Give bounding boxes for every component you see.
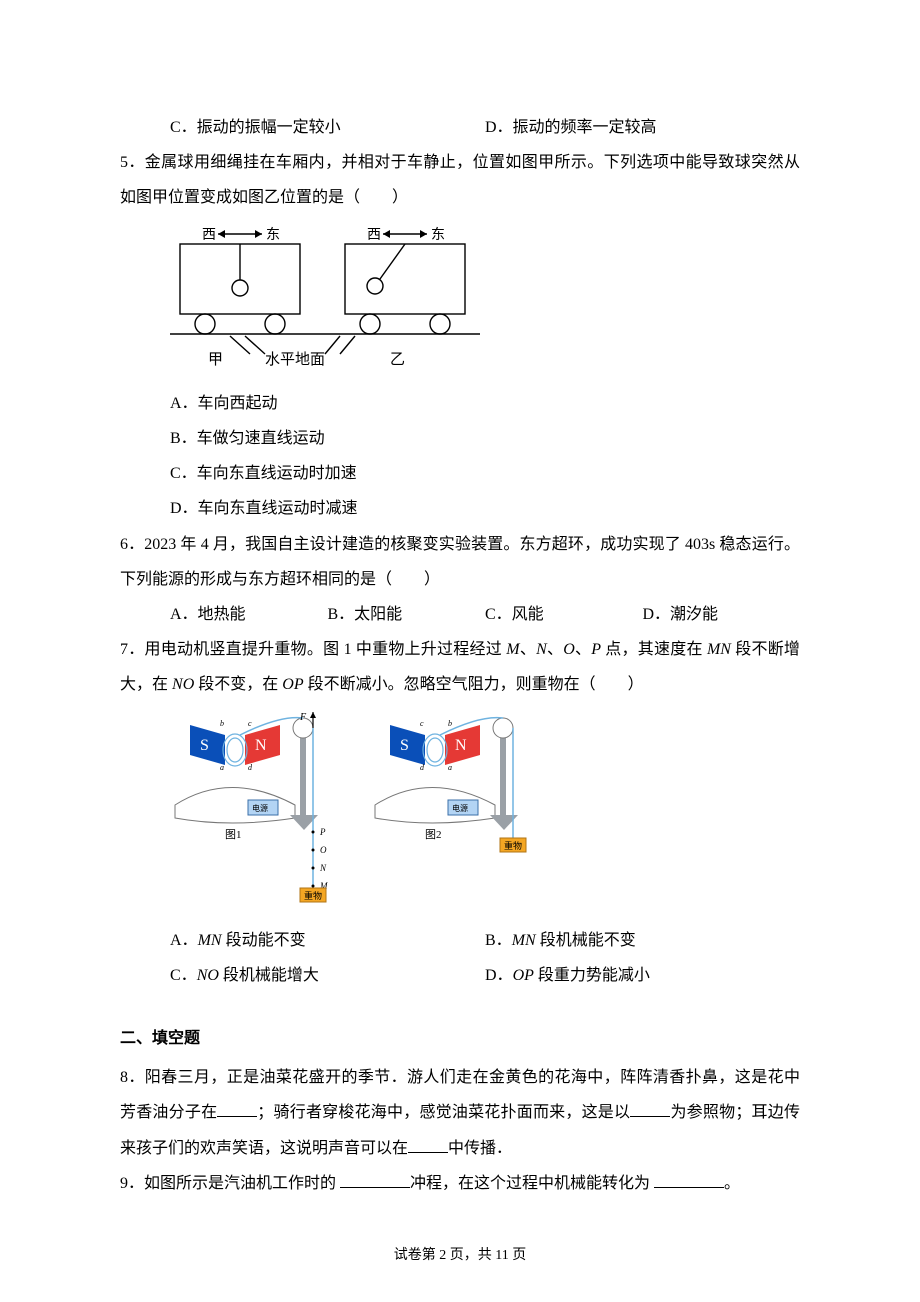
section-2-title: 二、填空题 bbox=[120, 1021, 800, 1056]
q7-diagram: 电源 S N b c a d F P O bbox=[120, 710, 800, 918]
q7-M: M bbox=[506, 641, 519, 658]
svg-text:O: O bbox=[320, 845, 327, 855]
svg-text:a: a bbox=[220, 763, 224, 772]
q5-diagram: 西 东 西 东 甲 水平地面 bbox=[120, 224, 800, 382]
east-label-2: 东 bbox=[431, 227, 445, 243]
q7-d: D．OP 段重力势能减小 bbox=[485, 958, 800, 993]
fig1-F: F bbox=[299, 712, 307, 723]
q9-text: 9．如图所示是汽油机工作时的 冲程，在这个过程中机械能转化为 。 bbox=[120, 1166, 800, 1201]
label-surface: 水平地面 bbox=[265, 351, 325, 368]
fig1-group: 电源 S N b c a d F P O bbox=[175, 712, 328, 902]
q7-t2: 点，其速度在 bbox=[601, 641, 707, 658]
fig1-N: N bbox=[255, 737, 267, 754]
car-jia: 西 东 bbox=[180, 227, 300, 334]
fig2-weight: 重物 bbox=[504, 840, 522, 851]
q6-number: 6． bbox=[120, 536, 144, 553]
q8-blank1 bbox=[217, 1101, 257, 1117]
q7-N: N bbox=[536, 641, 547, 658]
q7-number: 7． bbox=[120, 641, 144, 658]
fig1-label: 图1 bbox=[225, 828, 242, 841]
q9-blank2 bbox=[654, 1172, 724, 1188]
q5-body: 金属球用细绳挂在车厢内，并相对于车静止，位置如图甲所示。下列选项中能导致球突然从… bbox=[120, 154, 800, 206]
fig2-source: 电源 bbox=[452, 803, 468, 813]
q7-svg: 电源 S N b c a d F P O bbox=[170, 710, 570, 905]
svg-text:a: a bbox=[448, 763, 452, 772]
svg-text:P: P bbox=[319, 827, 326, 837]
fig2-group: 电源 S N c b d a 重物 图2 bbox=[375, 718, 526, 852]
q6-options: A．地热能 B．太阳能 C．风能 D．潮汐能 bbox=[120, 597, 800, 632]
fig1-S: S bbox=[200, 737, 209, 754]
q6-a: A．地热能 bbox=[170, 597, 328, 632]
q5-opt-d: D．车向东直线运动时减速 bbox=[120, 491, 800, 526]
west-label-1: 西 bbox=[202, 228, 216, 243]
fig2-label: 图2 bbox=[425, 828, 442, 841]
q6-b: B．太阳能 bbox=[328, 597, 486, 632]
fig1-weight: 重物 bbox=[304, 890, 322, 901]
q5-opt-a: A．车向西起动 bbox=[120, 386, 800, 421]
q6-body: 2023 年 4 月，我国自主设计建造的核聚变实验装置。东方超环，成功实现了 4… bbox=[120, 536, 800, 588]
svg-text:d: d bbox=[248, 763, 253, 772]
svg-text:b: b bbox=[220, 719, 224, 728]
fig2-N: N bbox=[455, 737, 467, 754]
fig1-source: 电源 bbox=[252, 803, 268, 813]
q7-NO: NO bbox=[172, 676, 194, 693]
east-label-1: 东 bbox=[266, 227, 280, 243]
q5-number: 5． bbox=[120, 154, 145, 171]
q7-a: A．MN 段动能不变 bbox=[170, 923, 485, 958]
page-footer: 试卷第 2 页，共 11 页 bbox=[0, 1241, 920, 1272]
q8-blank2 bbox=[630, 1101, 670, 1117]
car-yi: 西 东 bbox=[345, 227, 465, 334]
q7-OP: OP bbox=[282, 676, 303, 693]
q7-c: C．NO 段机械能增大 bbox=[170, 958, 485, 993]
svg-text:N: N bbox=[319, 863, 327, 873]
fig2-S: S bbox=[400, 737, 409, 754]
q7-row1: A．MN 段动能不变 B．MN 段机械能不变 bbox=[120, 923, 800, 958]
label-jia: 甲 bbox=[208, 352, 223, 368]
q6-d: D．潮汐能 bbox=[643, 597, 801, 632]
q9-blank1 bbox=[340, 1172, 410, 1188]
q7-O: O bbox=[563, 641, 575, 658]
q7-t4: 段不变，在 bbox=[194, 676, 282, 693]
svg-text:c: c bbox=[420, 719, 424, 728]
west-label-2: 西 bbox=[367, 228, 381, 243]
svg-text:c: c bbox=[248, 719, 252, 728]
q8-blank3 bbox=[408, 1137, 448, 1153]
q4-options-row: C．振动的振幅一定较小 D．振动的频率一定较高 bbox=[120, 110, 800, 145]
q5-opt-b: B．车做匀速直线运动 bbox=[120, 421, 800, 456]
q6-c: C．风能 bbox=[485, 597, 643, 632]
q7-b: B．MN 段机械能不变 bbox=[485, 923, 800, 958]
q8-text: 8．阳春三月，正是油菜花盛开的季节．游人们走在金黄色的花海中，阵阵清香扑鼻，这是… bbox=[120, 1060, 800, 1166]
label-yi: 乙 bbox=[390, 352, 405, 368]
q7-MN: MN bbox=[707, 641, 731, 658]
q6-text: 6．2023 年 4 月，我国自主设计建造的核聚变实验装置。东方超环，成功实现了… bbox=[120, 527, 800, 597]
q4-opt-d: D．振动的频率一定较高 bbox=[485, 110, 800, 145]
svg-text:b: b bbox=[448, 719, 452, 728]
q9-number: 9． bbox=[120, 1175, 144, 1192]
q4-opt-c: C．振动的振幅一定较小 bbox=[170, 110, 485, 145]
q8-number: 8． bbox=[120, 1069, 145, 1086]
q5-svg: 西 东 西 东 甲 水平地面 bbox=[170, 224, 480, 369]
q7-text: 7．用电动机竖直提升重物。图 1 中重物上升过程经过 M、N、O、P 点，其速度… bbox=[120, 632, 800, 702]
q5-opt-c: C．车向东直线运动时加速 bbox=[120, 456, 800, 491]
q7-t1: 用电动机竖直提升重物。图 1 中重物上升过程经过 bbox=[144, 641, 506, 658]
q5-text: 5．金属球用细绳挂在车厢内，并相对于车静止，位置如图甲所示。下列选项中能导致球突… bbox=[120, 145, 800, 215]
q7-P: P bbox=[591, 641, 601, 658]
q7-t5: 段不断减小。忽略空气阻力，则重物在（ ） bbox=[304, 676, 644, 693]
q7-row2: C．NO 段机械能增大 D．OP 段重力势能减小 bbox=[120, 958, 800, 993]
